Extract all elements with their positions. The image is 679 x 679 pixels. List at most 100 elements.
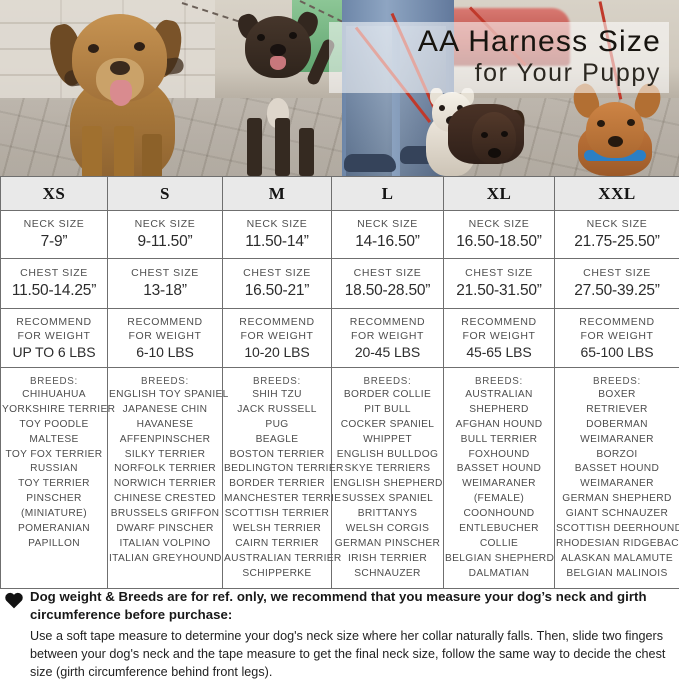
- breed-item: POMERANIAN: [18, 523, 90, 535]
- breed-item: PAPILLON: [28, 537, 80, 549]
- breed-item: SCOTTISH TERRIER: [224, 508, 330, 520]
- neck-value-m: 11.50-14”: [245, 232, 309, 250]
- table-row-recommended-weight: RECOMMEND FOR WEIGHT UP TO 6 LBS RECOMME…: [0, 308, 679, 368]
- weight-value-xxl: 65-100 LBS: [580, 343, 654, 360]
- neck-cell-l: NECK SIZE 14-16.50”: [331, 210, 444, 259]
- page-title: AA Harness Size: [417, 25, 661, 58]
- breed-item: SILKY TERRIER: [124, 448, 206, 460]
- breed-item: BORDER COLLIE: [343, 389, 432, 400]
- breed-item: ENTLEBUCHER: [459, 523, 539, 535]
- breed-item: WEIMARANER: [580, 433, 654, 445]
- breed-item: NORFOLK TERRIER: [114, 463, 216, 475]
- weight-label-line1: RECOMMEND: [349, 315, 426, 328]
- breed-item: NORWICH TERRIER: [113, 478, 217, 490]
- weight-cell-l: RECOMMEND FOR WEIGHT 20-45 LBS: [331, 308, 444, 368]
- breed-item: HAVANESE: [136, 418, 194, 430]
- breed-item: MALTESE: [29, 433, 79, 445]
- breed-item: RHODESIAN RIDGEBACK: [556, 537, 679, 549]
- weight-label-line1: RECOMMEND: [579, 315, 655, 328]
- weight-cell-xl: RECOMMEND FOR WEIGHT 45-65 LBS: [443, 308, 555, 368]
- breed-item: (FEMALE): [473, 493, 525, 505]
- breeds-label: BREEDS:: [363, 376, 412, 387]
- weight-label-line1: RECOMMEND: [127, 315, 203, 328]
- breed-item: RUSSIAN: [30, 463, 78, 475]
- neck-cell-xs: NECK SIZE 7-9”: [0, 210, 108, 259]
- breed-item: AUSTRALIAN: [465, 389, 533, 400]
- breed-item: GERMAN PINSCHER: [334, 537, 441, 549]
- weight-label-line2: FOR WEIGHT: [350, 329, 425, 342]
- neck-value-xxl: 21.75-25.50”: [574, 232, 660, 250]
- chest-label: CHEST SIZE: [353, 267, 422, 280]
- breed-item: BORDER TERRIER: [229, 478, 325, 490]
- breed-item: GERMAN SHEPHERD: [562, 493, 672, 505]
- breed-item: TOY FOX TERRIER: [5, 448, 103, 460]
- breed-item: GIANT SCHNAUZER: [565, 508, 669, 520]
- neck-value-xl: 16.50-18.50”: [456, 232, 542, 250]
- breed-item: BOSTON TERRIER: [229, 448, 325, 460]
- breed-item: (MINIATURE): [21, 508, 87, 520]
- neck-label: NECK SIZE: [134, 218, 196, 231]
- chest-value-xl: 21.50-31.50”: [456, 281, 542, 299]
- breed-item: FOXHOUND: [468, 448, 530, 460]
- size-header-xs: XS: [0, 176, 108, 211]
- size-header-xxl: XXL: [554, 176, 679, 211]
- chest-label: CHEST SIZE: [465, 267, 533, 280]
- chest-label: CHEST SIZE: [243, 267, 311, 280]
- weight-cell-s: RECOMMEND FOR WEIGHT 6-10 LBS: [107, 308, 223, 368]
- breed-item: BORZOI: [596, 448, 638, 460]
- table-row-neck-size: NECK SIZE 7-9” NECK SIZE 9-11.50” NECK S…: [0, 210, 679, 259]
- breed-item: AFGHAN HOUND: [455, 418, 543, 430]
- breed-item: WEIMARANER: [462, 478, 536, 490]
- breed-item: WELSH CORGIS: [345, 523, 430, 535]
- breed-item: JACK RUSSELL: [237, 403, 317, 415]
- chest-label: CHEST SIZE: [583, 267, 651, 280]
- breed-item: ITALIAN VOLPINO: [119, 537, 211, 549]
- neck-cell-xxl: NECK SIZE 21.75-25.50”: [554, 210, 679, 259]
- weight-label-line2: FOR WEIGHT: [240, 329, 314, 342]
- breed-item: SCHIPPERKE: [242, 567, 312, 579]
- breed-item: BRITTANYS: [357, 508, 418, 520]
- breeds-cell-xxl: BREEDS: BOXER RETRIEVER DOBERMAN WEIMARANER…: [554, 367, 679, 589]
- weight-label-line2: FOR WEIGHT: [580, 329, 654, 342]
- breed-item: PUG: [265, 418, 289, 430]
- breed-item: MANCHESTER TERRIE: [224, 493, 342, 505]
- breed-item: COLLIE: [479, 537, 519, 549]
- size-header-m: M: [222, 176, 332, 211]
- breed-item: ENGLISH TOY SPANIEL: [109, 389, 229, 400]
- breeds-label: BREEDS:: [141, 376, 189, 387]
- breed-item: YORKSHIRE TERRIER: [2, 403, 116, 415]
- breed-list-xl: AUSTRALIAN SHEPHERD AFGHAN HOUND BULL TERRI…: [445, 388, 554, 582]
- breed-item: CHINESE CRESTED: [113, 493, 217, 505]
- breeds-cell-m: BREEDS: SHIH TZU JACK RUSSELL PUG BEAGLE BOS…: [222, 367, 343, 589]
- breed-item: SKYE TERRIERS: [344, 463, 431, 475]
- breed-item: DWARF PINSCHER: [116, 523, 214, 535]
- weight-cell-m: RECOMMEND FOR WEIGHT 10-20 LBS: [222, 308, 332, 368]
- weight-label-line2: FOR WEIGHT: [17, 329, 91, 342]
- breed-item: COCKER SPANIEL: [340, 418, 435, 430]
- breed-list-s: ENGLISH TOY SPANIEL JAPANESE CHIN HAVANESE…: [109, 388, 229, 567]
- breed-item: BOXER: [598, 389, 636, 400]
- breed-item: ALASKAN MALAMUTE: [560, 552, 674, 564]
- weight-value-xl: 45-65 LBS: [466, 343, 532, 360]
- chest-cell-xxl: CHEST SIZE 27.50-39.25”: [554, 258, 679, 309]
- breed-item: AFFENPINSCHER: [119, 433, 211, 445]
- weight-value-xs: UP TO 6 LBS: [12, 343, 96, 360]
- size-header-xl: XL: [443, 176, 555, 211]
- size-header-s: S: [107, 176, 223, 211]
- breed-item: IRISH TERRIER: [347, 552, 428, 564]
- breed-item: SHIH TZU: [252, 389, 302, 400]
- breed-item: COONHOUND: [463, 508, 535, 520]
- weight-label-line1: RECOMMEND: [461, 315, 537, 328]
- breed-list-m: SHIH TZU JACK RUSSELL PUG BEAGLE BOSTON TERR…: [224, 388, 343, 582]
- breeds-cell-xl: BREEDS: AUSTRALIAN SHEPHERD AFGHAN HOUND BU…: [443, 367, 555, 589]
- footer-notes: Dog weight & Breeds are for ref. only, w…: [0, 588, 679, 679]
- breeds-cell-l: BREEDS: BORDER COLLIE PIT BULL COCKER SPAN…: [331, 367, 444, 589]
- footer-headline: Dog weight & Breeds are for ref. only, w…: [30, 589, 647, 622]
- breed-item: SCOTTISH DEERHOUND: [556, 523, 679, 535]
- weight-cell-xs: RECOMMEND FOR WEIGHT UP TO 6 LBS: [0, 308, 108, 368]
- breed-item: TOY TERRIER: [18, 478, 90, 490]
- breed-item: PINSCHER: [26, 493, 82, 505]
- weight-cell-xxl: RECOMMEND FOR WEIGHT 65-100 LBS: [554, 308, 679, 368]
- dog-small-red: [560, 80, 672, 176]
